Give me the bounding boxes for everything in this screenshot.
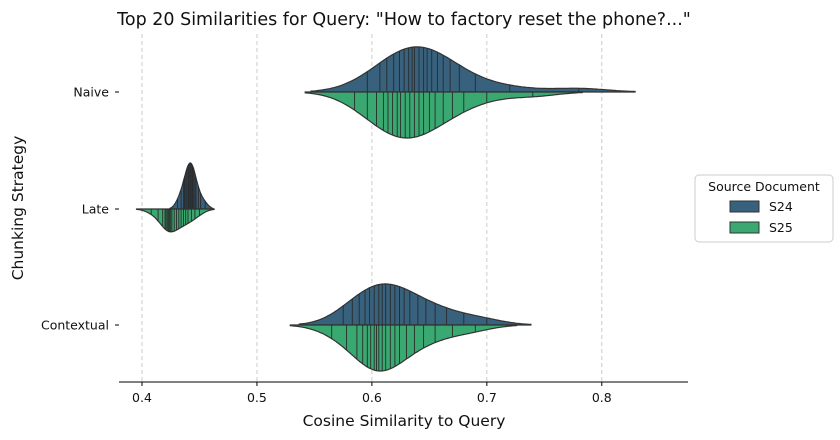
x-tick-label: 0.6 — [362, 390, 382, 405]
legend-swatch-s24 — [729, 200, 760, 213]
violin-naive-s24 — [310, 46, 636, 93]
x-tick-label: 0.7 — [477, 390, 497, 405]
y-axis-label: Chunking Strategy — [9, 136, 27, 281]
chart-title: Top 20 Similarities for Query: "How to f… — [116, 10, 691, 30]
y-tick-label: Contextual — [41, 318, 109, 333]
violin-contextual-s25 — [289, 324, 518, 372]
legend-title: Source Document — [708, 179, 820, 194]
violin-late-s25 — [135, 208, 215, 233]
x-tick-label: 0.5 — [247, 390, 267, 405]
y-tick-label: Naive — [73, 85, 109, 100]
violin-contextual-s24 — [298, 283, 532, 326]
y-tick-label: Late — [82, 202, 110, 217]
x-tick-label: 0.4 — [132, 390, 152, 405]
x-tick-label: 0.8 — [592, 390, 612, 405]
violin-naive-s25 — [304, 91, 583, 139]
legend-swatch-s25 — [729, 221, 760, 234]
y-ticks: Naive Late Contextual — [41, 85, 119, 333]
legend-label-s24: S24 — [769, 199, 793, 214]
violins — [135, 46, 636, 372]
legend: Source Document S24 S25 — [694, 174, 834, 243]
legend-label-s25: S25 — [769, 220, 793, 235]
x-axis-label: Cosine Similarity to Query — [303, 412, 506, 430]
x-ticks: 0.4 0.5 0.6 0.7 0.8 — [132, 382, 612, 405]
